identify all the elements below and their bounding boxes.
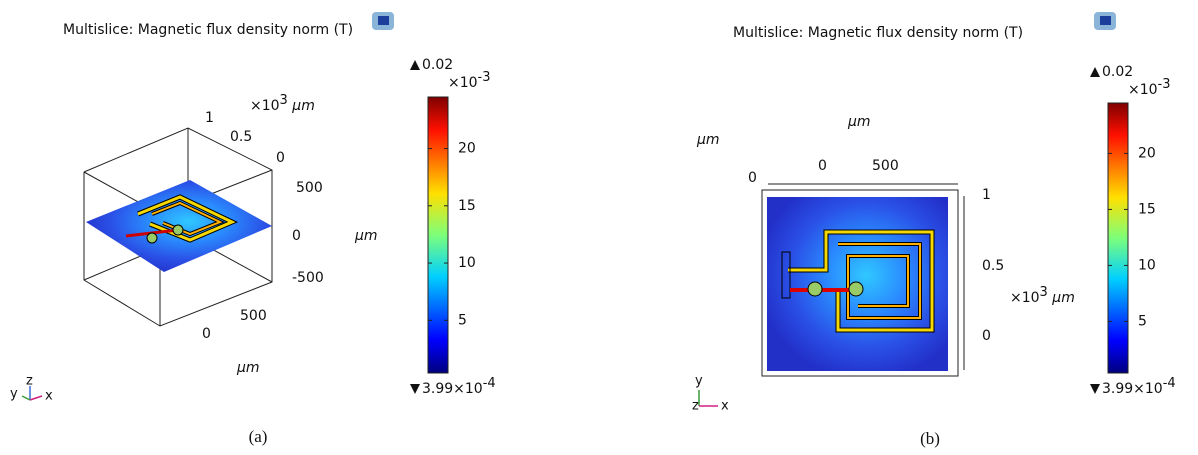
colorbar-tick-label: 15 [1138, 201, 1156, 217]
exp-base: ×10 [250, 98, 280, 114]
caption: (b) [920, 429, 940, 448]
axis-exponent: ×103 μm [1010, 285, 1075, 307]
colorbar-tick-label: 5 [1138, 313, 1147, 329]
tick-label: 0 [818, 158, 827, 174]
axis-unit: μm [696, 132, 720, 148]
app-icon-inner [1100, 16, 1111, 25]
min-marker [410, 384, 420, 394]
triad-label: y [695, 374, 703, 389]
exp-power: 3 [1040, 285, 1048, 300]
triad-label: y [10, 387, 18, 402]
min-power: -4 [483, 376, 496, 391]
tick-label: 1 [205, 110, 214, 126]
colorbar-tick-label: 20 [458, 141, 476, 157]
tick-label: 0 [276, 150, 285, 166]
scale-power: -3 [478, 70, 491, 85]
colorbar-gradient [1107, 102, 1129, 374]
coil [125, 194, 239, 244]
tick-label: 500 [240, 308, 267, 324]
tick-label: 0 [748, 170, 757, 186]
tick-label: 500 [296, 180, 323, 196]
axis-exponent: ×103 μm [250, 93, 315, 115]
colorbar-min: 3.99×10-4 [1102, 376, 1176, 398]
exp-power: 3 [280, 93, 288, 108]
colorbar-min: 3.99×10-4 [422, 376, 496, 398]
min-power: -4 [1163, 376, 1176, 391]
colorbar-max: 0.02 [1102, 64, 1133, 80]
colorbar-scale: ×10-3 [1128, 77, 1171, 99]
colorbar-tick-label: 15 [458, 198, 476, 214]
scale-base: ×10 [1128, 82, 1158, 98]
axis-unit: μm [354, 228, 378, 244]
axis-unit: μm [236, 360, 260, 376]
exp-base: ×10 [1010, 290, 1040, 306]
exp-unit: μm [1051, 290, 1075, 306]
colorbar-tick-label: 5 [458, 312, 467, 328]
coil [781, 229, 935, 333]
app-icon-inner [378, 16, 389, 25]
tick-label: 1 [982, 187, 991, 203]
colorbar-tick-label: 20 [1138, 145, 1156, 161]
tick-label: 0 [202, 326, 211, 342]
axes-box [761, 183, 965, 377]
caption: (a) [249, 427, 268, 446]
panel-b: Multislice: Magnetic flux density norm (… [692, 12, 1116, 448]
triad-label: x [721, 399, 729, 414]
tick-label: 0 [982, 328, 991, 344]
triad-label: z [692, 399, 699, 414]
min-base: 3.99×10 [1102, 381, 1163, 397]
triad: y z x [692, 374, 729, 414]
triad-label: z [26, 374, 33, 389]
triad: y z x [10, 374, 53, 404]
max-marker [1090, 67, 1100, 77]
scale-base: ×10 [448, 75, 478, 91]
tick-label: 0.5 [982, 258, 1004, 274]
panel-a: Multislice: Magnetic flux density norm (… [10, 12, 394, 446]
min-marker [1090, 384, 1100, 394]
tick-label: 0.5 [230, 129, 252, 145]
colorbar-scale: ×10-3 [448, 70, 491, 92]
max-marker [410, 60, 420, 70]
plot-title: Multislice: Magnetic flux density norm (… [733, 25, 1023, 41]
plot-title: Multislice: Magnetic flux density norm (… [63, 22, 353, 38]
axis-unit: μm [847, 114, 871, 130]
exp-unit: μm [291, 98, 315, 114]
colorbar-tick-label: 10 [1138, 257, 1156, 273]
colorbar-max: 0.02 [422, 57, 453, 73]
tick-label: 500 [872, 158, 899, 174]
min-base: 3.99×10 [422, 381, 483, 397]
triad-label: x [45, 389, 53, 404]
colorbar-tick-label: 10 [458, 255, 476, 271]
tick-label: 0 [292, 228, 301, 244]
scale-power: -3 [1158, 77, 1171, 92]
tick-label: -500 [292, 270, 324, 286]
colorbar-gradient [427, 96, 449, 374]
